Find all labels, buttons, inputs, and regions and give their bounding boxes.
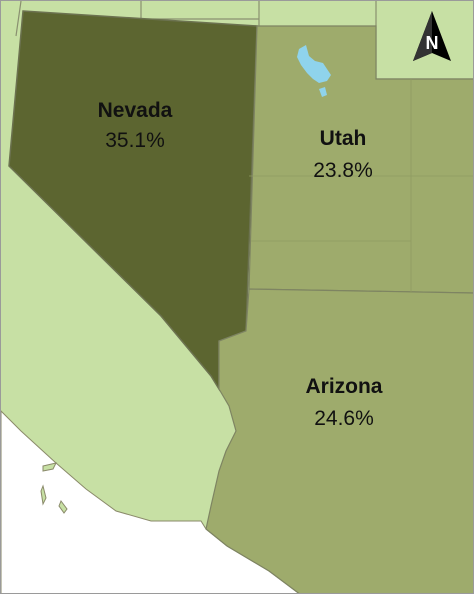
county-lines [249,79,473,293]
island [42,462,57,472]
label-utah-value: 23.8% [313,159,373,182]
label-nevada-value: 35.1% [105,129,165,152]
utah-lake [319,87,327,97]
north-arrow-letter: N [426,33,439,53]
label-arizona-value: 24.6% [314,407,374,430]
label-utah-name: Utah [320,127,367,150]
label-nevada-name: Nevada [98,99,173,122]
island [40,484,47,506]
label-arizona-name: Arizona [305,375,382,398]
great-salt-lake [297,45,331,83]
north-arrow-icon: N [409,7,455,65]
state-arizona[interactable] [205,288,474,594]
island [58,499,68,514]
